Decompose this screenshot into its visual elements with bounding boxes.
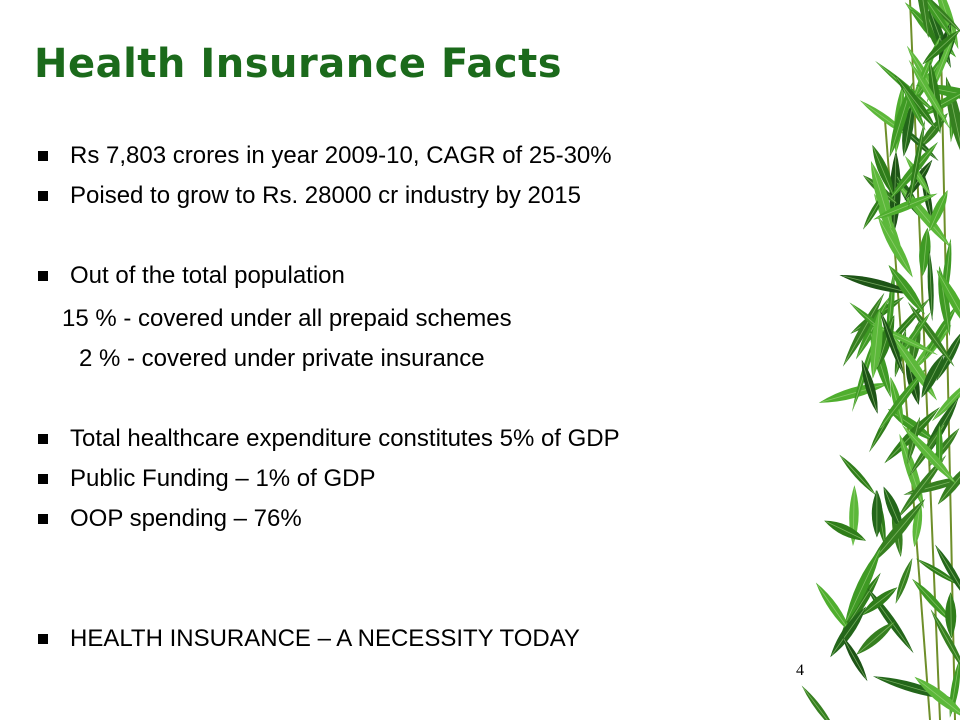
square-bullet-icon	[38, 474, 48, 484]
square-bullet-icon	[38, 634, 48, 644]
square-bullet-icon	[38, 151, 48, 161]
square-bullet-icon	[38, 514, 48, 524]
sub-line-text: 15 % - covered under all prepaid schemes	[62, 305, 512, 332]
bullet-text: OOP spending – 76%	[70, 505, 302, 532]
bullet-text: Public Funding – 1% of GDP	[70, 465, 376, 492]
bullet-text: Poised to grow to Rs. 28000 cr industry …	[70, 182, 581, 209]
bamboo-leaves-icon	[801, 0, 960, 720]
square-bullet-icon	[38, 271, 48, 281]
square-bullet-icon	[38, 191, 48, 201]
bullet-text: Out of the total population	[70, 262, 345, 289]
square-bullet-icon	[38, 434, 48, 444]
bullet-text: Total healthcare expenditure constitutes…	[70, 425, 620, 452]
sub-line-text: 2 % - covered under private insurance	[79, 345, 485, 372]
slide-title: Health Insurance Facts	[34, 41, 563, 87]
bullet-text: Rs 7,803 crores in year 2009-10, CAGR of…	[70, 142, 612, 169]
bullet-text: HEALTH INSURANCE – A NECESSITY TODAY	[70, 625, 580, 652]
page-number: 4	[796, 662, 804, 679]
